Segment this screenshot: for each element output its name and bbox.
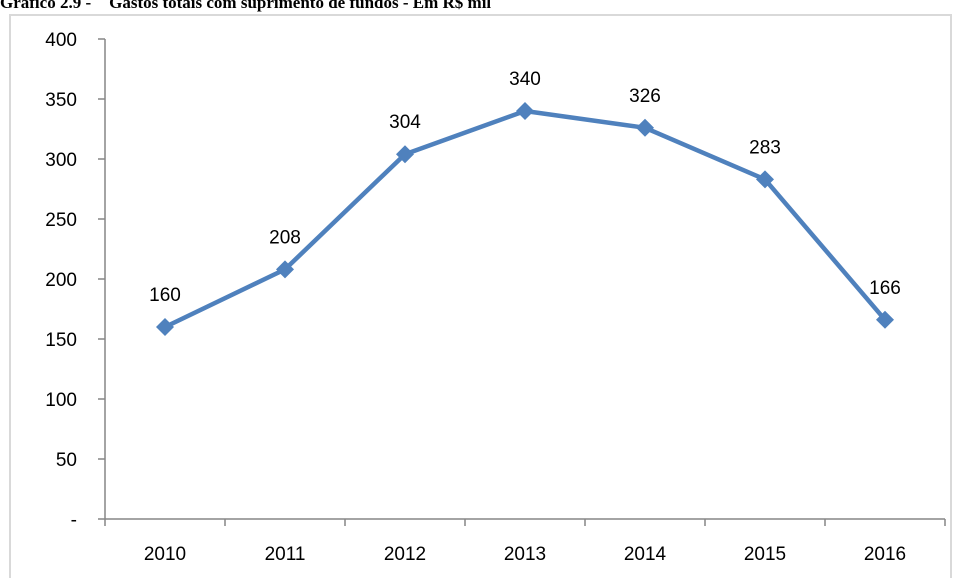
data-label: 166 [869,278,901,299]
y-tick-label: 100 [45,390,77,411]
chart-frame [9,14,952,578]
y-axis-tick-labels: - 50 100 150 200 250 300 350 400 [45,30,77,531]
data-label: 160 [149,285,181,306]
chart-axes [98,38,946,526]
x-tick-label: 2010 [144,544,186,565]
data-label: 283 [749,137,781,158]
y-tick-label: 250 [45,210,77,231]
data-point-marker [516,102,534,120]
data-label: 340 [509,69,541,90]
x-tick-label: 2011 [265,544,306,565]
data-label: 326 [629,86,661,107]
x-tick-label: 2013 [504,544,546,565]
chart-title-text: Gastos totais com suprimento de fundos -… [109,0,492,12]
data-point-marker [756,170,774,189]
y-tick-label: 400 [45,30,77,51]
y-tick-label: 200 [45,270,77,291]
x-tick-label: 2014 [624,544,667,565]
chart-figure-number: Gráfico 2.9 - [0,0,92,12]
data-label: 304 [389,112,421,133]
data-labels-layer: 160 208 304 340 326 283 166 [149,69,901,306]
x-tick-label: 2015 [744,544,786,565]
y-tick-label: 150 [45,330,77,351]
y-tick-label: - [71,510,77,531]
y-tick-label: 350 [45,90,77,111]
data-point-marker [636,118,654,137]
chart-title: Gráfico 2.9 - Gastos totais com supriment… [0,0,962,14]
data-point-marker [876,310,894,329]
series-layer [156,102,894,336]
x-tick-label: 2016 [864,544,906,565]
data-point-marker [276,260,294,279]
data-point-marker [156,318,174,336]
x-tick-label: 2012 [384,544,426,565]
data-point-marker [396,145,414,164]
x-axis-tick-labels: 2010 2011 2012 2013 2014 2015 2016 [144,544,906,565]
data-label: 208 [269,227,301,248]
y-tick-label: 50 [56,450,77,471]
y-tick-label: 300 [45,150,77,171]
